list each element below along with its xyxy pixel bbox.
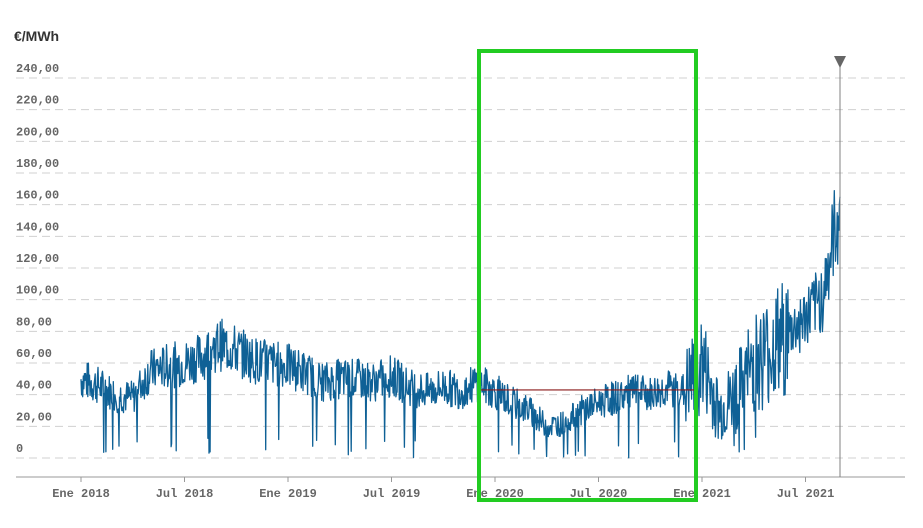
x-tick-label: Jul 2020 — [570, 487, 628, 501]
highlight-group — [477, 49, 698, 502]
x-tick-label: Ene 2019 — [259, 487, 317, 501]
x-tick-label: Jul 2019 — [363, 487, 421, 501]
y-tick-label: 200,00 — [16, 125, 59, 139]
x-tick-label: Jul 2021 — [777, 487, 835, 501]
y-tick-label: 40,00 — [16, 379, 52, 393]
cursor-group — [834, 56, 846, 477]
y-tick-label: 160,00 — [16, 189, 59, 203]
y-tick-label: 0 — [16, 442, 23, 456]
y-tick-label: 100,00 — [16, 284, 59, 298]
y-axis-title: €/MWh — [14, 28, 60, 44]
y-tick-label: 240,00 — [16, 62, 59, 76]
y-tick-label: 60,00 — [16, 347, 52, 361]
y-tick-label: 80,00 — [16, 315, 52, 329]
y-tick-label: 140,00 — [16, 220, 59, 234]
x-tick-label: Jul 2018 — [156, 487, 214, 501]
y-tick-label: 220,00 — [16, 94, 59, 108]
x-tick-label: Ene 2018 — [52, 487, 110, 501]
series-group — [80, 190, 841, 459]
x-tick-label: Ene 2021 — [673, 487, 731, 501]
x-axis-ticks: Ene 2018 Jul 2018 Ene 2019 Jul 2019 Ene 2020… — [52, 477, 834, 501]
y-tick-label: 120,00 — [16, 252, 59, 266]
y-tick-label: 180,00 — [16, 157, 59, 171]
y-tick-label: 20,00 — [16, 410, 52, 424]
cursor-marker-icon[interactable] — [834, 56, 846, 68]
y-axis-ticks: 0 20,00 40,00 60,00 80,00 100,00 120,00 140,00 1… — [16, 62, 59, 456]
highlight-box — [477, 49, 698, 502]
series-line — [80, 190, 841, 459]
